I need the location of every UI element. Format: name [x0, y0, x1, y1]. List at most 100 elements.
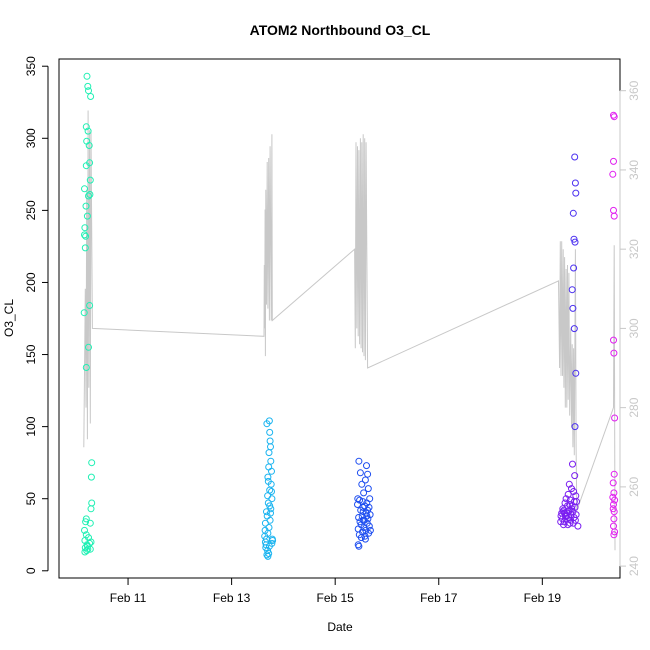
data-point — [610, 531, 618, 539]
data-point — [269, 537, 277, 544]
chart-title: ATOM2 Northbound O3_CL — [250, 22, 431, 38]
x-axis-label: Date — [327, 620, 353, 634]
data-point — [570, 325, 578, 333]
data-point — [559, 505, 567, 513]
data-point — [609, 505, 617, 513]
data-point — [358, 480, 366, 488]
data-point — [87, 505, 95, 513]
data-point — [268, 488, 275, 495]
data-point — [360, 489, 368, 497]
x-tick-label: Feb 13 — [213, 591, 251, 605]
y2-tick-label: 320 — [627, 239, 641, 259]
data-point — [354, 501, 361, 508]
data-point — [82, 518, 90, 526]
data-point — [86, 519, 94, 527]
data-point — [611, 496, 619, 504]
data-point — [363, 462, 370, 470]
data-point — [359, 516, 367, 524]
y-axis-label: O3_CL — [2, 299, 16, 337]
data-point — [81, 185, 88, 193]
data-point — [355, 457, 363, 465]
y-tick-label: 200 — [24, 272, 38, 292]
data-point — [82, 202, 90, 210]
data-point — [569, 304, 577, 312]
data-point — [82, 123, 90, 131]
data-point — [570, 264, 578, 272]
data-point — [568, 286, 576, 294]
data-point — [81, 244, 89, 252]
altitude-line — [83, 110, 616, 551]
point-group-3 — [557, 460, 582, 530]
data-point — [611, 414, 619, 422]
data-point — [564, 521, 572, 529]
x-tick-label: Feb 17 — [420, 591, 458, 605]
y-tick-label: 50 — [24, 492, 38, 506]
data-point — [265, 550, 273, 557]
y-tick-label: 250 — [24, 200, 38, 220]
data-point — [85, 192, 92, 200]
data-point — [570, 235, 578, 243]
data-point — [609, 479, 617, 487]
data-point — [610, 501, 617, 508]
x-tick-label: Feb 15 — [317, 591, 355, 605]
data-point — [572, 189, 580, 197]
data-point — [611, 528, 619, 536]
data-point — [610, 489, 618, 497]
data-point — [85, 87, 92, 95]
data-point — [264, 552, 272, 560]
data-point — [361, 532, 369, 540]
data-point — [268, 495, 276, 503]
data-point — [610, 470, 618, 478]
y2-tick-label: 340 — [627, 160, 641, 180]
data-point — [363, 512, 371, 520]
data-point — [81, 224, 89, 232]
data-point — [573, 498, 580, 506]
data-point — [571, 179, 579, 187]
data-point — [574, 522, 582, 530]
y-tick-label: 100 — [24, 416, 38, 436]
data-point — [361, 535, 369, 543]
data-point — [571, 153, 579, 161]
data-point — [82, 364, 90, 371]
y2-tick-label: 360 — [627, 80, 641, 100]
data-point — [359, 503, 367, 511]
data-point — [263, 508, 270, 516]
data-point — [572, 369, 580, 377]
data-point — [610, 212, 618, 220]
data-point — [355, 542, 363, 550]
point-group-1 — [261, 417, 277, 560]
point-group-5 — [609, 111, 619, 539]
data-point — [569, 460, 576, 468]
data-point — [86, 159, 94, 167]
data-point — [266, 428, 274, 436]
x-tick-label: Feb 19 — [524, 591, 562, 605]
data-point — [265, 449, 273, 457]
data-point — [610, 349, 618, 357]
data-point — [366, 526, 374, 534]
data-point — [82, 515, 90, 523]
data-point — [268, 467, 275, 475]
y2-tick-label: 280 — [627, 397, 641, 417]
data-point — [562, 495, 570, 503]
data-point — [263, 420, 271, 428]
y-tick-label: 350 — [24, 56, 38, 76]
data-point — [81, 231, 88, 239]
data-point — [263, 551, 271, 559]
point-group-0 — [80, 72, 96, 556]
data-point — [83, 212, 91, 220]
axes-layer: 0 50 100 150 200 250 300 350 240 260 280 300 320 340 3… — [24, 56, 641, 605]
data-point — [87, 473, 95, 481]
y-tick-label: 300 — [24, 128, 38, 148]
data-point — [565, 480, 573, 488]
x-tick-label: Feb 11 — [110, 591, 147, 605]
data-point — [356, 496, 364, 504]
data-point — [265, 542, 273, 550]
data-point — [80, 309, 88, 317]
data-point — [364, 470, 372, 478]
y2-tick-label: 300 — [627, 318, 641, 338]
data-point — [571, 472, 579, 480]
y-tick-label: 150 — [24, 344, 38, 364]
data-point — [86, 539, 94, 547]
data-point — [83, 72, 91, 80]
